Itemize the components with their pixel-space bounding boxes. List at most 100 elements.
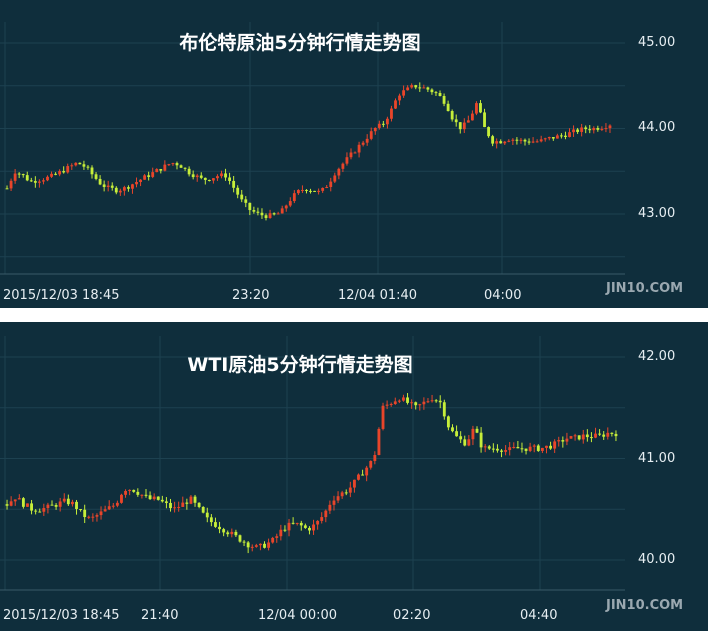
candle: [377, 120, 381, 130]
candle: [62, 166, 66, 174]
wti-x-tick: 04:40: [520, 608, 558, 623]
candle: [296, 189, 300, 195]
candle: [581, 429, 585, 444]
candle: [463, 435, 467, 447]
candle: [336, 491, 340, 504]
candle: [94, 172, 98, 181]
candle: [29, 177, 33, 182]
candle: [106, 180, 110, 192]
candle: [487, 126, 490, 138]
candle: [402, 85, 406, 98]
brent-candlestick-svg: [0, 22, 625, 275]
candle: [240, 189, 244, 203]
candle: [414, 84, 418, 90]
candle: [600, 126, 604, 132]
candle: [83, 504, 87, 524]
candle: [5, 499, 9, 510]
candle: [475, 101, 478, 116]
candle: [459, 431, 463, 444]
candle: [341, 162, 345, 173]
candle: [226, 530, 230, 537]
candle: [199, 172, 203, 180]
candle: [573, 433, 577, 441]
candle: [536, 444, 540, 452]
candle: [414, 401, 418, 410]
candle: [122, 185, 126, 196]
candle: [500, 448, 503, 458]
candle: [267, 538, 271, 551]
candle: [13, 499, 17, 506]
candle: [512, 442, 516, 449]
candle: [214, 517, 217, 528]
candle: [260, 208, 264, 219]
candle: [254, 543, 258, 548]
candle: [434, 91, 438, 97]
candle: [124, 489, 127, 498]
candle: [272, 212, 276, 216]
candle: [553, 439, 557, 453]
candle: [328, 500, 332, 514]
candle: [317, 188, 321, 195]
candle: [276, 211, 280, 215]
candle: [389, 402, 393, 407]
candle: [569, 435, 573, 439]
candle: [344, 489, 348, 496]
candle: [181, 496, 185, 507]
candle: [316, 520, 320, 530]
candle: [606, 427, 610, 440]
candle: [160, 495, 164, 503]
candle: [450, 109, 454, 122]
candle: [26, 503, 29, 507]
candle: [353, 151, 357, 154]
candle: [50, 171, 53, 178]
candle: [507, 139, 511, 143]
candle: [610, 432, 614, 437]
candle: [183, 167, 187, 171]
candle: [299, 520, 303, 531]
candle: [602, 431, 606, 440]
candle: [224, 168, 227, 181]
candle: [455, 425, 459, 437]
candle: [295, 522, 299, 526]
candle: [321, 187, 325, 193]
candle: [110, 182, 114, 191]
candle: [313, 190, 316, 192]
candle: [120, 493, 123, 504]
candle: [539, 135, 543, 143]
candle: [58, 497, 62, 512]
candle: [5, 185, 9, 190]
candle: [422, 397, 426, 410]
candle: [189, 495, 193, 505]
candle: [263, 541, 266, 549]
candle: [524, 448, 528, 455]
candle: [426, 398, 430, 404]
candle: [9, 496, 13, 507]
candle: [590, 432, 593, 443]
candle: [352, 479, 356, 493]
candle: [557, 436, 561, 447]
brand-watermark: JIN10.COM: [606, 281, 684, 296]
wti-y-tick: 41.00: [638, 451, 676, 466]
candle: [508, 442, 512, 456]
candle: [564, 131, 567, 140]
candle: [9, 178, 13, 191]
candle: [17, 494, 21, 500]
candle: [191, 170, 195, 180]
candle: [547, 136, 551, 141]
candle: [361, 469, 365, 476]
candle: [246, 541, 250, 554]
candle: [144, 489, 148, 498]
candle: [234, 529, 238, 538]
candle: [102, 180, 106, 192]
candle: [483, 108, 486, 128]
candle: [74, 162, 78, 167]
candle: [329, 177, 333, 192]
candle: [312, 519, 315, 535]
candle: [373, 127, 377, 135]
candle: [430, 394, 434, 403]
candle: [173, 501, 177, 513]
candle: [369, 460, 373, 470]
candle: [275, 533, 279, 543]
candle: [54, 172, 57, 176]
candle: [91, 513, 95, 522]
